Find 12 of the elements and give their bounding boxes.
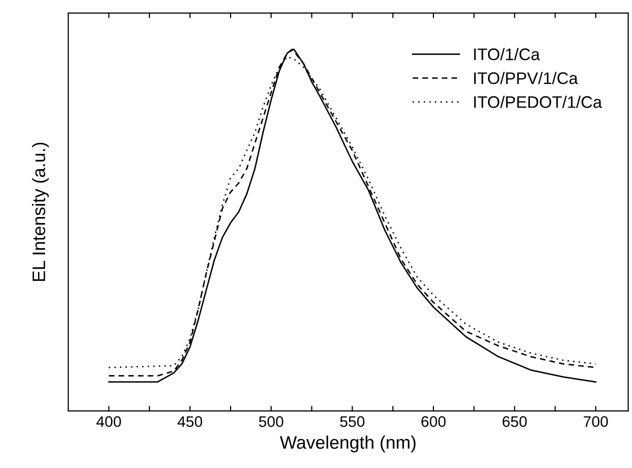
x-tick-label: 600 — [421, 416, 446, 427]
x-tick-label: 400 — [96, 416, 121, 427]
x-axis-title: Wavelength (nm) — [280, 436, 416, 452]
x-tick-label: 650 — [502, 416, 527, 427]
legend-label: ITO/PEDOT/1/Ca — [474, 96, 602, 108]
y-axis-title: EL Intensity (a.u.) — [32, 142, 49, 281]
legend-label: ITO/PPV/1/Ca — [474, 72, 578, 84]
x-tick-label: 550 — [340, 416, 364, 427]
x-tick-label: 700 — [584, 416, 608, 427]
x-tick-label: 450 — [178, 416, 202, 427]
x-tick-label: 500 — [259, 416, 284, 427]
legend-label: ITO/1/Ca — [474, 48, 540, 60]
